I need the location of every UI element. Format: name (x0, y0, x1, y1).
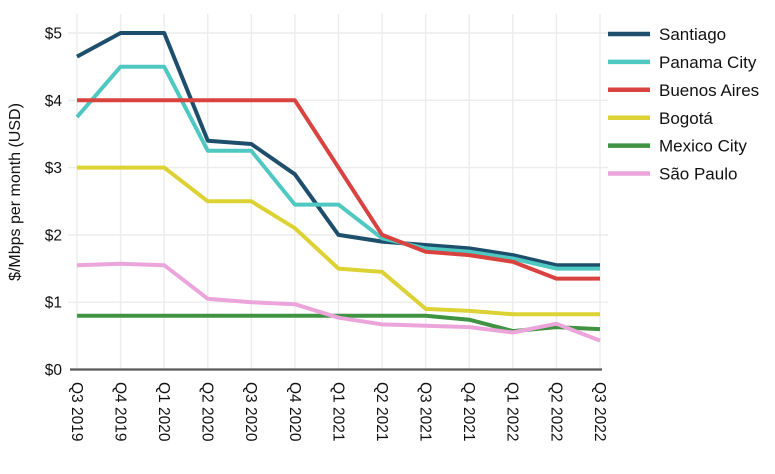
series-line-bogotá (77, 165, 600, 317)
series-line-são-paulo (76, 261, 601, 343)
series-line-panama-city (75, 64, 600, 271)
legend-label-santiago: Santiago (659, 25, 726, 44)
y-tick-label: $1 (45, 295, 62, 312)
x-tick-label: Q3 2019 (68, 382, 85, 441)
x-tick-label: Q1 2021 (329, 382, 346, 441)
x-tick-label: Q3 2020 (242, 382, 259, 442)
x-tick-label: Q3 2022 (591, 382, 608, 441)
y-tick-label: $3 (45, 160, 62, 177)
x-tick-label: Q1 2020 (155, 382, 172, 442)
x-tick-label: Q4 2021 (460, 382, 477, 441)
y-tick-label: $0 (45, 362, 63, 379)
y-tick-label: $2 (45, 227, 62, 244)
y-tick-label: $4 (45, 93, 63, 110)
series-line-santiago (76, 31, 600, 268)
x-tick-label: Q2 2021 (373, 382, 390, 441)
y-tick-label: $5 (45, 26, 62, 43)
x-tick-label: Q4 2020 (286, 382, 303, 442)
x-tick-label: Q1 2022 (504, 382, 521, 441)
legend-label-buenos-aires: Buenos Aires (659, 81, 759, 100)
legend-label-são-paulo: São Paulo (659, 165, 737, 184)
x-tick-label: Q4 2019 (111, 382, 128, 441)
x-tick-label: Q2 2020 (199, 382, 216, 442)
series-line-buenos-aires (77, 98, 600, 281)
x-tick-label: Q3 2021 (417, 382, 434, 441)
y-axis-title: $/Mbps per month (USD) (7, 103, 24, 281)
legend-label-panama-city: Panama City (659, 53, 757, 72)
x-tick-label: Q2 2022 (547, 382, 564, 441)
legend-label-bogotá: Bogotá (659, 109, 713, 128)
legend-label-mexico-city: Mexico City (659, 137, 747, 156)
